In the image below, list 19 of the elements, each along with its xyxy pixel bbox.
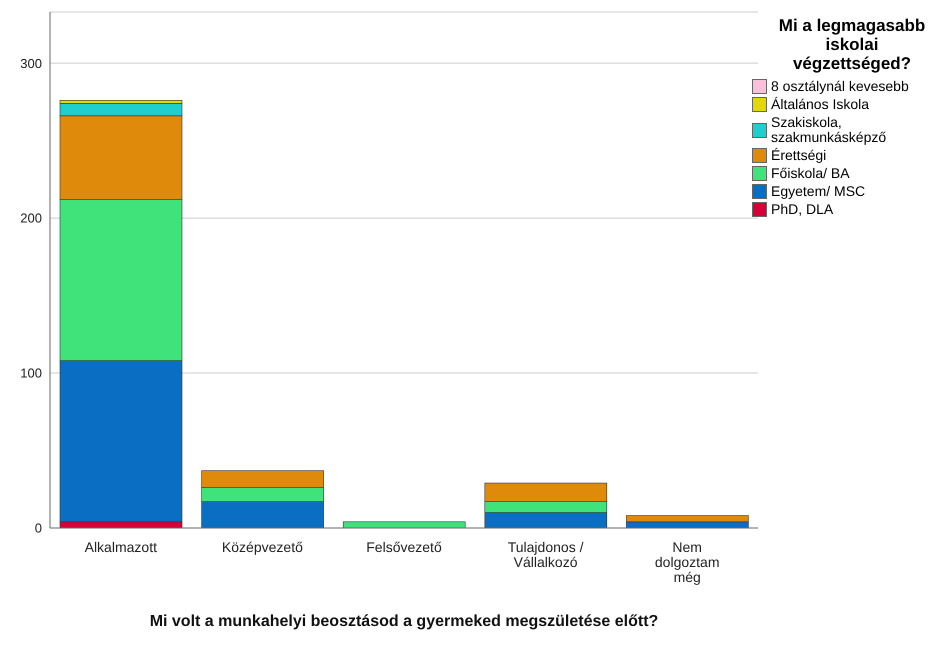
x-tick-label: Nem dolgoztam még — [654, 539, 720, 585]
legend-label: Általános Iskola — [771, 96, 870, 112]
x-tick-label: Felsővezető — [366, 539, 442, 555]
y-tick-label: 200 — [20, 210, 42, 226]
x-axis-title: Mi volt a munkahelyi beosztásod a gyermeked megszületése előtt? — [148, 613, 660, 630]
bar — [342, 522, 466, 528]
legend-label: Főiskola/ BA — [771, 165, 850, 181]
x-tick-label: Középvezető — [222, 539, 304, 555]
x-tick-label: Tulajdonos / Vállalkozó — [508, 539, 584, 570]
legend-label: 8 osztálynál kevesebb — [771, 78, 909, 94]
legend-label: Egyetem/ MSC — [771, 183, 866, 199]
legend-label: Érettségi — [771, 147, 826, 163]
x-tick-label: Alkalmazott — [84, 539, 158, 555]
legend-label: Szakiskola, szakmunkásképző — [771, 114, 888, 145]
legend-label: PhD, DLA — [771, 201, 834, 217]
legend-title: Mi a legmagasabb iskolai végzettséged? — [778, 16, 926, 73]
y-tick-label: 100 — [20, 366, 42, 381]
y-tick-label: 0 — [34, 520, 42, 536]
y-tick-label: 300 — [20, 56, 42, 71]
